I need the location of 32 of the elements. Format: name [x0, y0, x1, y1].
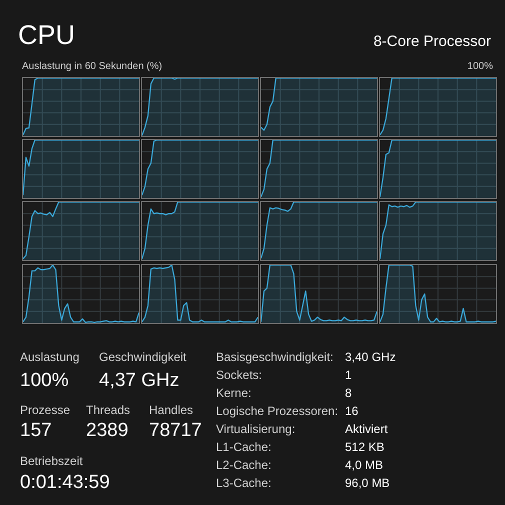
- text: 512 KB: [345, 440, 384, 454]
- text: Betriebszeit: [20, 454, 83, 468]
- text: CPU: [18, 20, 76, 51]
- text: Virtualisierung:: [216, 422, 296, 436]
- text: 0:01:43:59: [20, 472, 110, 494]
- text: Threads: [86, 403, 130, 417]
- text: 16: [345, 404, 358, 418]
- text: Geschwindigkeit: [99, 350, 186, 364]
- text: Aktiviert: [345, 422, 388, 436]
- text: 96,0 MB: [345, 476, 390, 490]
- text: 157: [20, 420, 52, 442]
- text: 8-Core Processor: [373, 33, 491, 50]
- text: Handles: [149, 403, 194, 417]
- text: L2-Cache:: [216, 458, 272, 472]
- text: 78717: [149, 420, 202, 442]
- text: Auslastung: [20, 350, 80, 364]
- text: 8: [345, 386, 352, 400]
- text: Logische Prozessoren:: [216, 404, 338, 418]
- text: Sockets:: [216, 368, 262, 382]
- text: Prozesse: [20, 403, 70, 417]
- text: Kerne:: [216, 386, 252, 400]
- text: 3,40 GHz: [345, 350, 396, 364]
- text: 100%: [20, 370, 69, 392]
- text: Auslastung in 60 Sekunden (%): [22, 61, 162, 72]
- text: 100%: [467, 61, 493, 72]
- text: 4,0 MB: [345, 458, 384, 472]
- text: L1-Cache:: [216, 440, 272, 454]
- text: Basisgeschwindigkeit:: [216, 350, 334, 364]
- text: 4,37 GHz: [99, 370, 180, 392]
- text: L3-Cache:: [216, 476, 272, 490]
- text: 2389: [86, 420, 128, 442]
- text: 1: [345, 368, 352, 382]
